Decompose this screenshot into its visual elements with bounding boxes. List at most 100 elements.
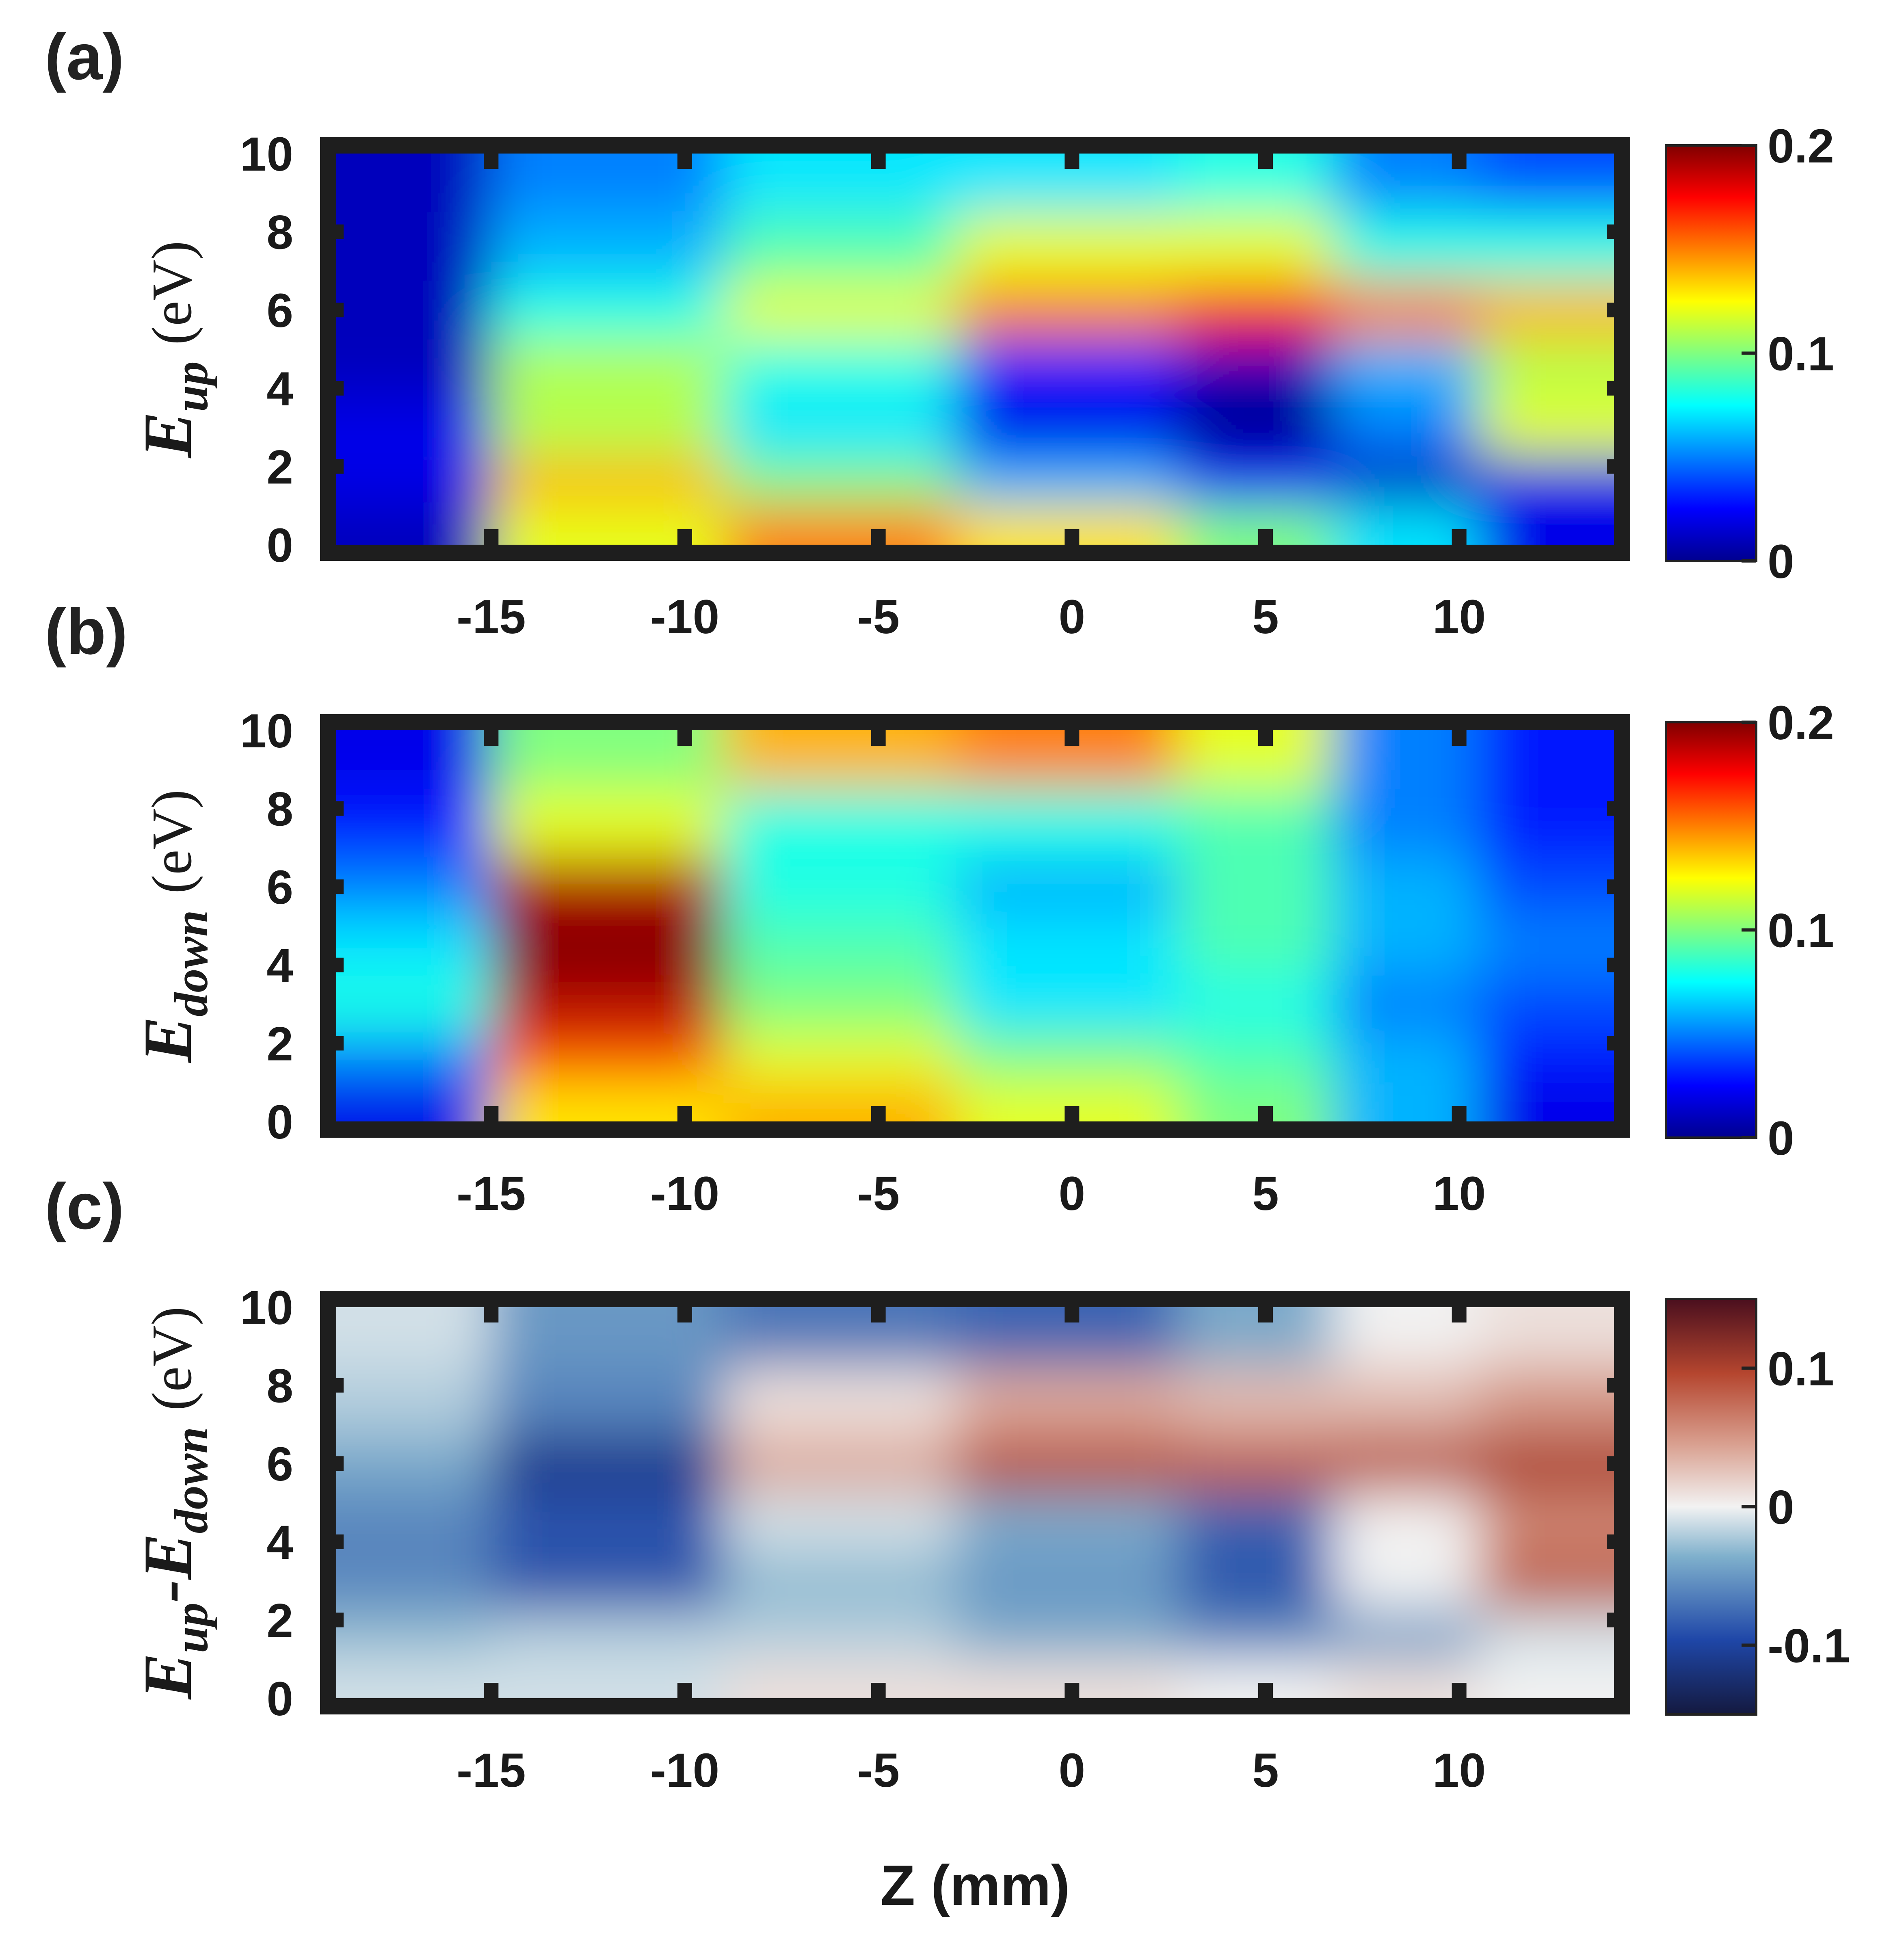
heatmap-cell (1333, 1434, 1479, 1493)
y-tick-label: 4 (266, 362, 293, 416)
heatmap-cell (1333, 857, 1479, 916)
heatmap-cell (491, 1434, 724, 1493)
panel-label-a: (a) (45, 20, 124, 93)
heatmap-cell (1178, 1366, 1333, 1434)
y-tick-mark (320, 1036, 344, 1051)
heatmap-cell (1178, 398, 1333, 457)
heatmap-cell (956, 1493, 1179, 1552)
x-tick-label: 0 (1059, 590, 1086, 644)
heatmap-cell (723, 339, 956, 398)
y-tick-label: 8 (266, 783, 293, 836)
colorbar-a (1665, 144, 1757, 562)
heatmap-cell (1478, 916, 1614, 975)
ylabel-a-sub: up (164, 361, 218, 412)
heatmap-cell (1478, 1493, 1614, 1552)
heatmap-cell (723, 730, 956, 789)
colorbar-tick-label: 0.1 (1768, 327, 1834, 381)
heatmap-cell (336, 457, 491, 506)
y-tick-mark (320, 381, 344, 396)
x-tick-mark (1452, 722, 1467, 746)
y-tick-mark (1607, 1036, 1630, 1051)
y-tick-label: 4 (266, 1516, 293, 1569)
x-tick-label: 5 (1252, 1167, 1279, 1221)
y-tick-mark (320, 1534, 344, 1549)
heatmap-cell (491, 789, 724, 857)
heatmap-cell (723, 1551, 956, 1610)
ylabel-a-main: E (130, 412, 206, 459)
y-tick-mark (320, 1378, 344, 1393)
x-tick-mark (484, 1106, 499, 1130)
heatmap-cell (491, 457, 724, 506)
heatmap-cell (336, 1033, 491, 1082)
heatmap-cell (723, 1307, 956, 1366)
x-tick-mark (1258, 145, 1273, 169)
y-axis-label-b: Edown (eV) (130, 790, 218, 1063)
heatmap-cell (336, 916, 491, 975)
y-tick-mark (1607, 1612, 1630, 1628)
x-tick-label: 5 (1252, 1744, 1279, 1797)
heatmap-cell (336, 280, 491, 340)
y-tick-mark (320, 303, 344, 318)
panel-a: (a) -15 -10 -5 0 5 10 0 2 4 6 8 10 Eup (eV) 0 0.1 0.2 (45, 20, 1834, 644)
heatmap-cell (956, 857, 1179, 916)
heatmap-cell (723, 1659, 956, 1698)
heatmap-cell (1178, 1082, 1333, 1121)
colorbar-tick-label: -0.1 (1768, 1619, 1850, 1673)
colorbar-tick-mark (1742, 1505, 1756, 1509)
x-tick-mark (484, 722, 499, 746)
panel-label-b: (b) (45, 595, 128, 668)
heatmap-cell (956, 280, 1179, 340)
heatmap-cell (1478, 974, 1614, 1034)
heatmap-cell (956, 789, 1179, 857)
x-tick-mark (1452, 145, 1467, 169)
heatmap-cell (1478, 505, 1614, 545)
x-tick-label: 0 (1059, 1167, 1086, 1221)
x-ticks-a: -15 -10 -5 0 5 10 (457, 145, 1486, 644)
x-tick-mark (1258, 529, 1273, 553)
y-tick-label: 10 (240, 128, 293, 181)
colorbar-tick-label: 0.1 (1768, 904, 1834, 958)
heatmap-cell (1478, 1551, 1614, 1610)
x-tick-mark (1065, 1683, 1080, 1706)
y-tick-mark (1607, 801, 1630, 816)
heatmap-cell (1178, 857, 1333, 916)
x-tick-mark (871, 1299, 886, 1322)
x-tick-label: 10 (1432, 590, 1486, 644)
colorbar-tick-mark (1742, 351, 1756, 355)
colorbar-tick-label: 0.2 (1768, 119, 1834, 173)
x-tick-mark (1258, 1683, 1273, 1706)
x-tick-mark (677, 722, 692, 746)
heatmap-cell (491, 1366, 724, 1434)
heatmap-cell (723, 280, 956, 340)
y-tick-label: 8 (266, 1359, 293, 1413)
x-tick-label: -5 (857, 590, 900, 644)
x-tick-mark (677, 1299, 692, 1322)
x-tick-mark (871, 722, 886, 746)
y-tick-mark (1607, 459, 1630, 474)
heatmap-cell (1178, 1610, 1333, 1659)
x-tick-mark (484, 145, 499, 169)
heatmap-a (336, 154, 1614, 545)
heatmap-cell (336, 1493, 491, 1552)
x-ticks-b: -15 -10 -5 0 5 10 (457, 722, 1486, 1221)
x-tick-label: 10 (1432, 1744, 1486, 1797)
heatmap-cell (491, 398, 724, 457)
colorbar-ticks-b: 0 0.1 0.2 (1742, 696, 1834, 1165)
x-axis-label: Z (mm) (881, 1853, 1070, 1917)
x-tick-mark (1452, 1683, 1467, 1706)
x-tick-mark (484, 1299, 499, 1322)
ylabel-b-sub: down (164, 910, 218, 1016)
y-axis-label-c: Eup-Edown (eV) (130, 1307, 218, 1700)
heatmap-cell (723, 505, 956, 545)
heatmap-cell (1478, 1659, 1614, 1698)
y-tick-mark (320, 224, 344, 239)
heatmap-cell (491, 974, 724, 1034)
y-tick-label: 6 (266, 861, 293, 914)
x-tick-mark (1258, 722, 1273, 746)
heatmap-cell (336, 857, 491, 916)
heatmap-cell (1478, 457, 1614, 506)
heatmap-cell (1478, 1307, 1614, 1366)
x-tick-mark (677, 529, 692, 553)
heatmap-cell (1178, 730, 1333, 789)
heatmap-cell (336, 339, 491, 398)
